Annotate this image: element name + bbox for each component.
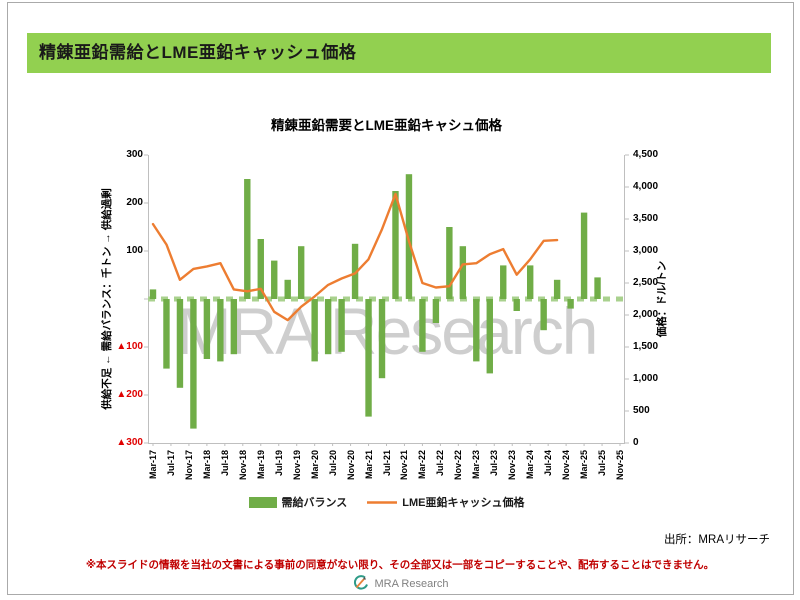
- left-axis-tick-label: ▲100: [116, 341, 143, 352]
- chart-canvas: [144, 154, 629, 446]
- balance-bar: [217, 299, 224, 362]
- balance-bar: [419, 299, 426, 352]
- balance-bar: [203, 299, 211, 359]
- balance-bar: [163, 299, 170, 369]
- footer-logo-text: MRA Research: [374, 577, 449, 590]
- balance-bar: [324, 299, 332, 355]
- balance-bar: [176, 299, 184, 388]
- chart-plot-area: [144, 154, 629, 446]
- left-axis-tick-label: ▲300: [116, 437, 143, 448]
- balance-bar: [244, 179, 251, 299]
- left-axis-tick-label: ▲200: [116, 389, 143, 400]
- right-axis-tick-label: 3,500: [633, 213, 659, 224]
- balance-bar: [526, 265, 534, 299]
- balance-bar: [486, 299, 493, 374]
- disclaimer-text: ※本スライドの情報を当社の文書による事前の同意がない限り、その全部又は一部をコピ…: [85, 559, 715, 571]
- chart-title: 精錬亜鉛需要とLME亜鉛キャシュ価格: [271, 118, 502, 133]
- balance-bar: [500, 265, 507, 299]
- legend-item-balance: 需給バランス: [248, 494, 348, 510]
- left-axis-tick-label: 200: [126, 197, 143, 208]
- chart-legend: 需給バランス LME亜鉛キャッシュ価格: [148, 494, 625, 510]
- balance-bar: [149, 289, 157, 299]
- right-axis-tick-label: 0: [633, 437, 639, 448]
- balance-bar: [594, 277, 601, 299]
- right-axis-tick-label: 4,500: [633, 149, 659, 160]
- price-line: [151, 192, 559, 322]
- balance-bar: [271, 260, 278, 299]
- balance-bar: [405, 174, 413, 299]
- right-axis-tick-label: 4,000: [633, 181, 659, 192]
- right-axis-tick-label: 2,500: [633, 277, 659, 288]
- balance-bar: [365, 299, 372, 417]
- balance-bar: [540, 299, 547, 331]
- slide-border: [7, 2, 794, 595]
- balance-bar: [392, 191, 399, 299]
- balance-bar: [190, 299, 197, 429]
- legend-label-price: LME亜鉛キャッシュ価格: [402, 497, 525, 509]
- balance-bar: [553, 279, 561, 299]
- balance-bar: [459, 246, 467, 299]
- right-axis-tick-label: 2,000: [633, 309, 659, 320]
- left-axis-tick-label: 300: [126, 149, 143, 160]
- legend-item-price: LME亜鉛キャッシュ価格: [367, 494, 525, 510]
- balance-bar: [473, 299, 480, 362]
- slide-title-bar: 精錬亜鉛需給とLME亜鉛キャッシュ価格: [27, 33, 771, 73]
- right-axis-title: 価格：ドル/トン: [656, 260, 668, 338]
- logo-leaf-icon: [353, 575, 368, 590]
- balance-bar: [378, 299, 386, 379]
- balance-bar: [338, 299, 345, 352]
- bar-series-swatch-icon: [248, 496, 277, 508]
- balance-bar: [513, 299, 520, 311]
- balance-bar: [284, 279, 291, 299]
- right-axis-tick-label: 500: [633, 405, 650, 416]
- right-axis-tick-label: 1,000: [633, 373, 659, 384]
- left-axis-title: 供給不足 ← 需給バランス：千トン → 供給過剰: [101, 188, 113, 410]
- balance-bar: [257, 239, 264, 299]
- balance-bar: [230, 299, 238, 355]
- footer-logo: MRA Research: [0, 575, 800, 592]
- source-note: 出所：MRAリサーチ: [663, 534, 770, 546]
- balance-bar: [311, 299, 318, 362]
- line-series-swatch-icon: [367, 500, 398, 504]
- balance-bar: [297, 246, 305, 299]
- right-axis-tick-label: 1,500: [633, 341, 659, 352]
- left-axis-tick-label: 100: [126, 245, 143, 256]
- balance-bar: [580, 212, 588, 299]
- legend-label-balance: 需給バランス: [281, 497, 348, 509]
- balance-bar: [351, 243, 359, 299]
- right-axis-tick-label: 3,000: [633, 245, 659, 256]
- balance-bar: [567, 299, 574, 309]
- slide-title: 精錬亜鉛需給とLME亜鉛キャッシュ価格: [39, 43, 357, 62]
- watermark-text: MRA Research: [176, 294, 599, 368]
- balance-bar: [432, 299, 440, 323]
- balance-bar: [446, 227, 453, 299]
